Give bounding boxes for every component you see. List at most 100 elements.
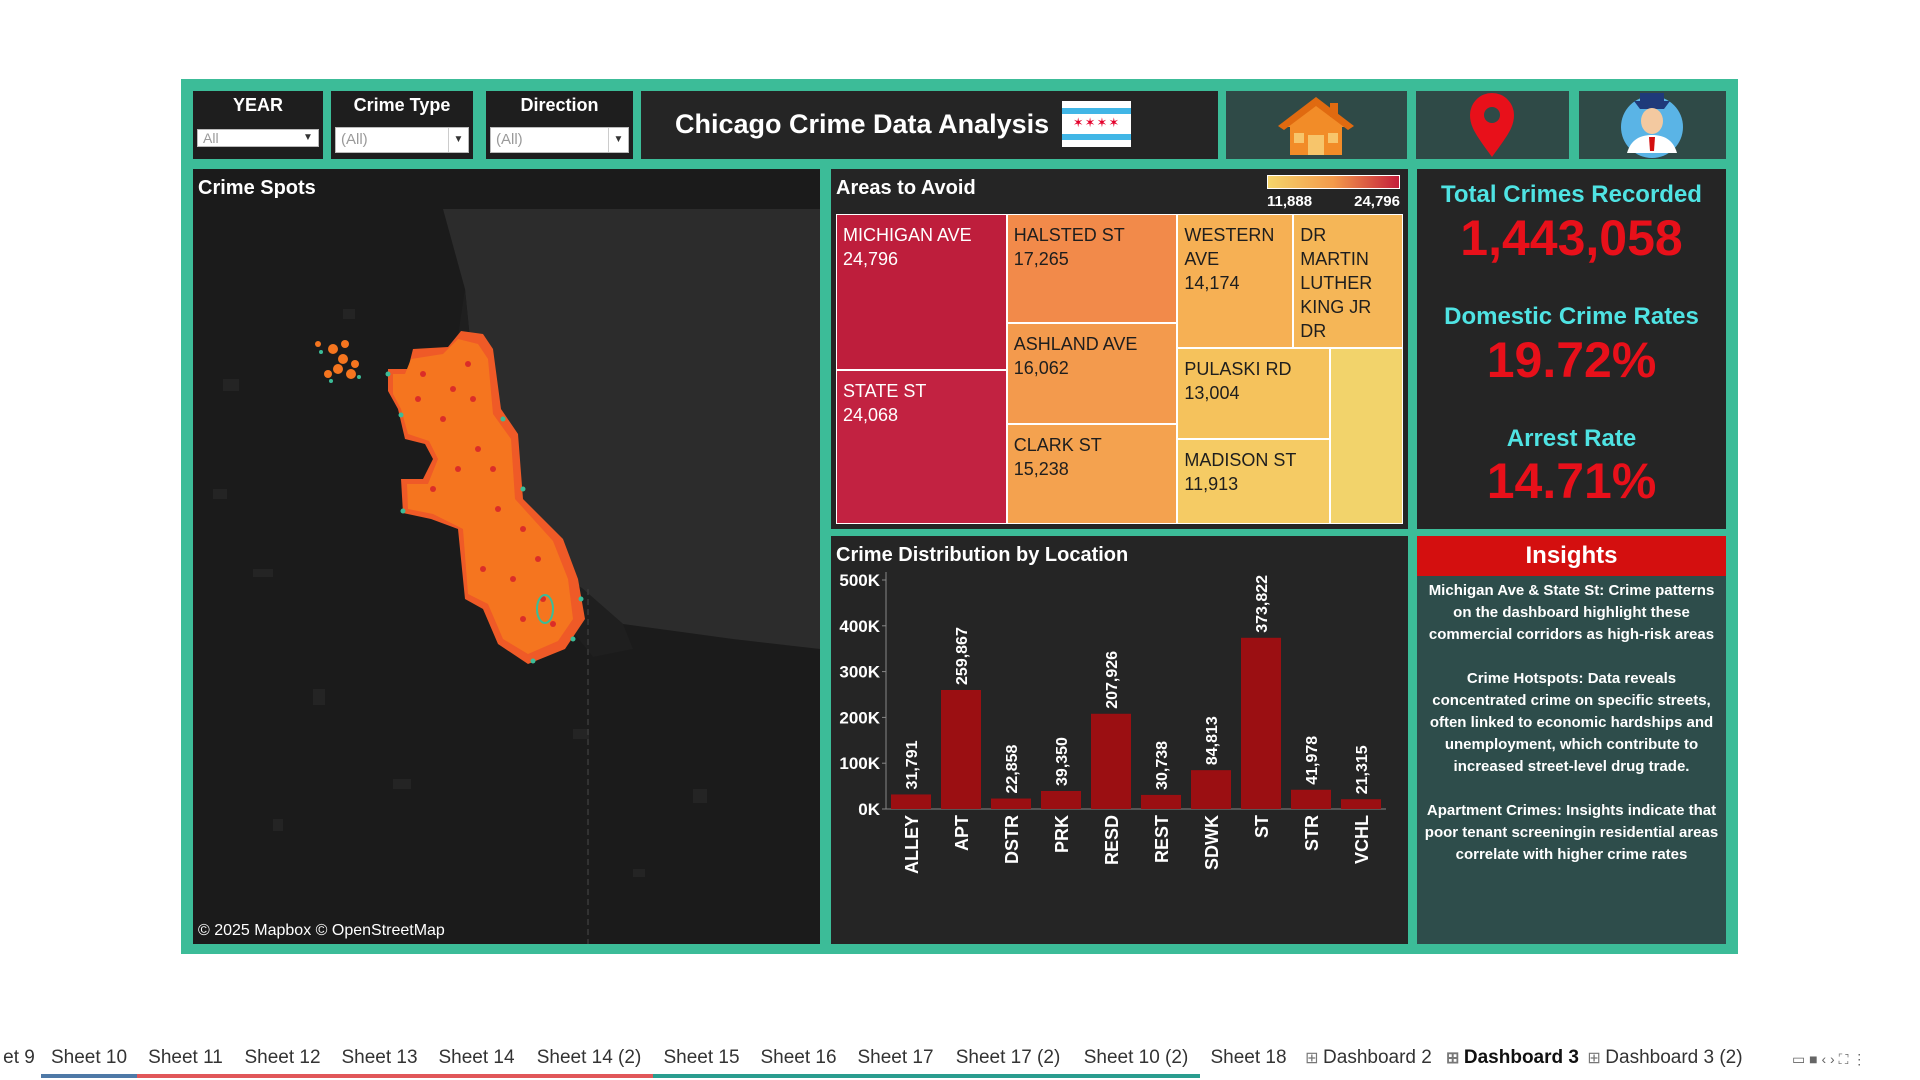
insight-paragraph: Crime Hotspots: Data reveals concentrate… xyxy=(1429,670,1714,775)
filter-year-select[interactable]: All ▼ xyxy=(197,129,319,147)
x-tick-label: DSTR xyxy=(1002,815,1022,864)
user-avatar-icon xyxy=(1621,93,1683,158)
sheet-tab[interactable]: ⊞ Dashboard 3 xyxy=(1440,1037,1585,1080)
bar[interactable] xyxy=(1091,713,1131,809)
areas-to-avoid-treemap: Areas to Avoid 11,888 24,796 MICHIGAN AV… xyxy=(831,169,1408,529)
crime-distribution-chart: Crime Distribution by Location 0K 100K 200… xyxy=(831,536,1408,944)
filter-crime-type-value: (All) xyxy=(341,131,368,148)
treemap-cell[interactable]: DR MARTIN LUTHER KING JR DR xyxy=(1293,214,1403,348)
sheet-tab-underline xyxy=(331,1074,428,1078)
treemap-cell-name: MICHIGAN AVE xyxy=(843,225,972,245)
filter-year-value: All xyxy=(203,130,219,146)
dashboard-grid-icon: ⊞ xyxy=(1587,1050,1606,1067)
title-pane: Chicago Crime Data Analysis ✶✶✶✶ xyxy=(641,91,1218,159)
legend-max: 24,796 xyxy=(1354,193,1400,210)
profile-button[interactable] xyxy=(1579,91,1726,159)
treemap-cell-value: 17,265 xyxy=(1013,249,1069,269)
sheet-tab[interactable]: Sheet 10 (2) xyxy=(1072,1037,1200,1080)
sheet-tab[interactable]: Sheet 18 xyxy=(1200,1037,1297,1080)
map-title: Crime Spots xyxy=(198,177,316,199)
bar-value-label: 31,791 xyxy=(904,740,921,789)
filter-year-label: YEAR xyxy=(232,95,283,115)
sheet-tab[interactable]: Sheet 16 xyxy=(750,1037,847,1080)
sheet-tab[interactable]: Sheet 17 xyxy=(847,1037,944,1080)
bar[interactable] xyxy=(1341,799,1381,809)
sheet-tab-underline xyxy=(137,1074,234,1078)
treemap-cell[interactable]: HALSTED ST 17,265 xyxy=(1006,214,1178,324)
treemap-cell[interactable]: ASHLAND AVE 16,062 xyxy=(1006,323,1178,425)
treemap-cell-name: ASHLAND AVE xyxy=(1013,334,1138,355)
filter-direction-value: (All) xyxy=(496,131,523,148)
chart-title: Crime Distribution by Location xyxy=(836,544,1129,566)
crime-spots-map[interactable]: Crime Spots © 2025 Mapbox © OpenStreetMa… xyxy=(193,169,820,944)
bar-value-label: 207,926 xyxy=(1104,651,1121,709)
sheet-tab-label: Sheet 14 xyxy=(438,1047,515,1068)
bar[interactable] xyxy=(991,798,1031,809)
map-canvas[interactable] xyxy=(193,169,820,944)
bar[interactable] xyxy=(1191,770,1231,809)
y-tick-label: 400K xyxy=(839,617,880,636)
flag-stars: ✶✶✶✶ xyxy=(1072,115,1121,130)
sheet-tab[interactable]: Sheet 11 xyxy=(137,1037,234,1080)
bar[interactable] xyxy=(941,689,981,809)
bar-value-label: 84,813 xyxy=(1204,716,1221,765)
treemap-cell-name: WESTERN AVE xyxy=(1184,225,1275,269)
bar[interactable] xyxy=(1141,794,1181,809)
sheet-tab[interactable]: Sheet 15 xyxy=(653,1037,750,1080)
tab-navigation-controls[interactable]: ▭ ■ ‹ › ⛶ ⋮ xyxy=(1792,1051,1867,1067)
filter-crime-type-label: Crime Type xyxy=(353,95,451,115)
stats-panel: Total Crimes Recorded 1,443,058 Domestic… xyxy=(1417,169,1726,529)
sheet-tab[interactable]: ⊞ Dashboard 3 (2) xyxy=(1585,1037,1745,1080)
bar[interactable] xyxy=(1241,637,1281,809)
y-tick-label: 300K xyxy=(839,663,880,682)
sheet-tab[interactable]: Sheet 14 (2) xyxy=(525,1037,653,1080)
sheet-tab-label: Sheet 11 xyxy=(148,1047,223,1068)
treemap-cell-name: STATE ST xyxy=(843,380,927,401)
sheet-tab[interactable]: Sheet 14 xyxy=(428,1037,525,1080)
treemap-cell-value: 15,238 xyxy=(1013,459,1069,480)
treemap-cell[interactable]: MADISON ST 11,913 xyxy=(1177,438,1330,524)
home-button[interactable] xyxy=(1226,91,1407,159)
total-crimes-value: 1,443,058 xyxy=(1460,210,1683,266)
treemap-cell[interactable]: WESTERN AVE 14,174 xyxy=(1177,214,1294,348)
sheet-tab-underline xyxy=(1585,1074,1745,1078)
sheet-tab-underline xyxy=(653,1074,750,1078)
treemap-cell-value: 24,068 xyxy=(843,404,899,425)
treemap-cell[interactable]: PULASKI RD 13,004 xyxy=(1177,347,1330,439)
chevron-down-icon[interactable]: ▼ xyxy=(608,128,628,152)
sheet-tab[interactable]: Sheet 12 xyxy=(234,1037,331,1080)
sheet-tab[interactable]: et 9 xyxy=(0,1037,41,1080)
treemap-cell[interactable] xyxy=(1329,347,1403,524)
bar-value-label: 21,315 xyxy=(1354,745,1371,794)
sheet-tab[interactable]: Sheet 13 xyxy=(331,1037,428,1080)
treemap-cell[interactable]: STATE ST 24,068 xyxy=(836,369,1007,524)
sheet-tab-underline xyxy=(41,1074,137,1078)
insight-paragraph: Apartment Crimes: Insights indicate that… xyxy=(1424,802,1719,863)
x-tick-label: STR xyxy=(1302,815,1322,851)
sheet-tab[interactable]: Sheet 10 xyxy=(41,1037,137,1080)
bar[interactable] xyxy=(1041,790,1081,809)
chevron-down-icon[interactable]: ▼ xyxy=(448,128,468,152)
treemap-cell[interactable]: CLARK ST 15,238 xyxy=(1006,424,1178,524)
sheet-tab-label: Sheet 14 (2) xyxy=(536,1047,642,1068)
chevron-down-icon[interactable]: ▼ xyxy=(303,132,313,143)
sheet-tab-underline xyxy=(525,1074,653,1078)
sheet-tab[interactable]: ⊞ Dashboard 2 xyxy=(1297,1037,1440,1080)
map-attribution[interactable]: © 2025 Mapbox © OpenStreetMap xyxy=(198,922,445,939)
treemap-cell-value: 16,062 xyxy=(1013,358,1069,379)
bar[interactable] xyxy=(1291,789,1331,809)
filter-year: YEAR All ▼ xyxy=(193,91,323,159)
filter-direction-select[interactable]: (All) ▼ xyxy=(490,127,629,153)
filter-crime-type-select[interactable]: (All) ▼ xyxy=(335,127,469,153)
sheet-tab-underline xyxy=(234,1074,331,1078)
map-pin-icon xyxy=(1470,93,1514,157)
sheet-tab[interactable]: Sheet 17 (2) xyxy=(944,1037,1072,1080)
map-button[interactable] xyxy=(1416,91,1569,159)
bar[interactable] xyxy=(891,794,931,809)
y-tick-label: 500K xyxy=(839,571,880,590)
treemap-cell[interactable]: MICHIGAN AVE 24,796 xyxy=(836,214,1007,370)
bar-value-label: 30,738 xyxy=(1154,741,1171,790)
sheet-tab-underline xyxy=(847,1074,944,1078)
insights-panel: Insights Michigan Ave & State St: Crime … xyxy=(1417,536,1726,944)
sheet-tab-label: et 9 xyxy=(3,1047,35,1068)
